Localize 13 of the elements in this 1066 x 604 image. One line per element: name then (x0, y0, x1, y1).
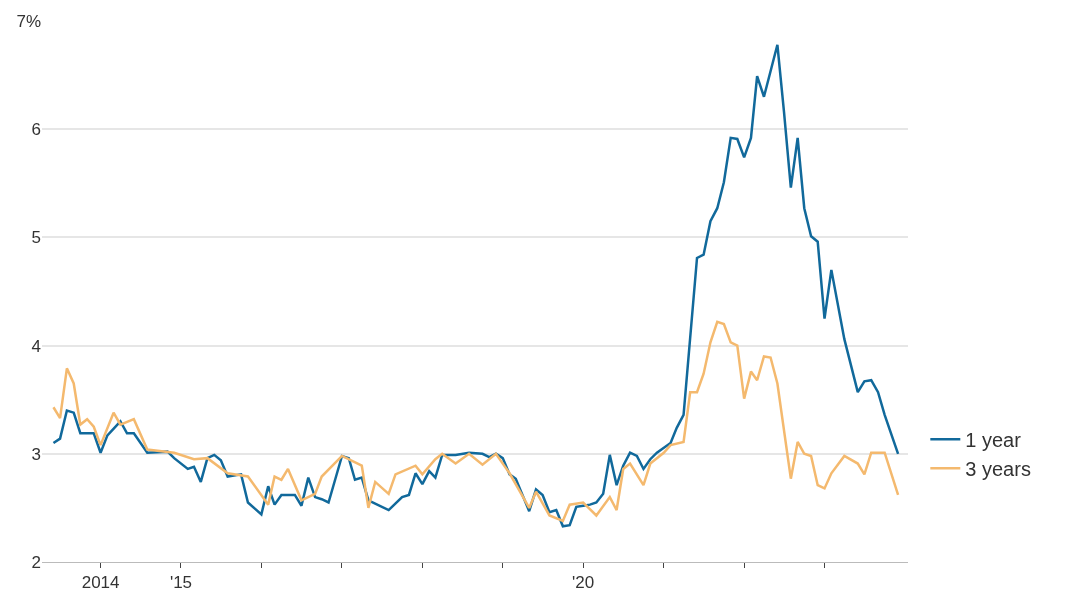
y-tick-label: 4 (31, 336, 41, 356)
line-series (52, 43, 900, 528)
x-tick-label: '20 (572, 573, 595, 593)
y-tick-label: 6 (31, 120, 41, 140)
y-tick-label: 2 (31, 552, 41, 572)
x-tick-label: 2014 (81, 573, 120, 593)
x-tick-label: '15 (169, 573, 193, 593)
y-tick-label: 7% (16, 11, 41, 31)
legend-label: 1 year (965, 429, 1022, 452)
legend-label: 3 years (965, 458, 1031, 481)
y-tick-label: 3 (31, 444, 41, 464)
y-tick-label: 5 (31, 228, 41, 248)
line-series (52, 320, 900, 523)
